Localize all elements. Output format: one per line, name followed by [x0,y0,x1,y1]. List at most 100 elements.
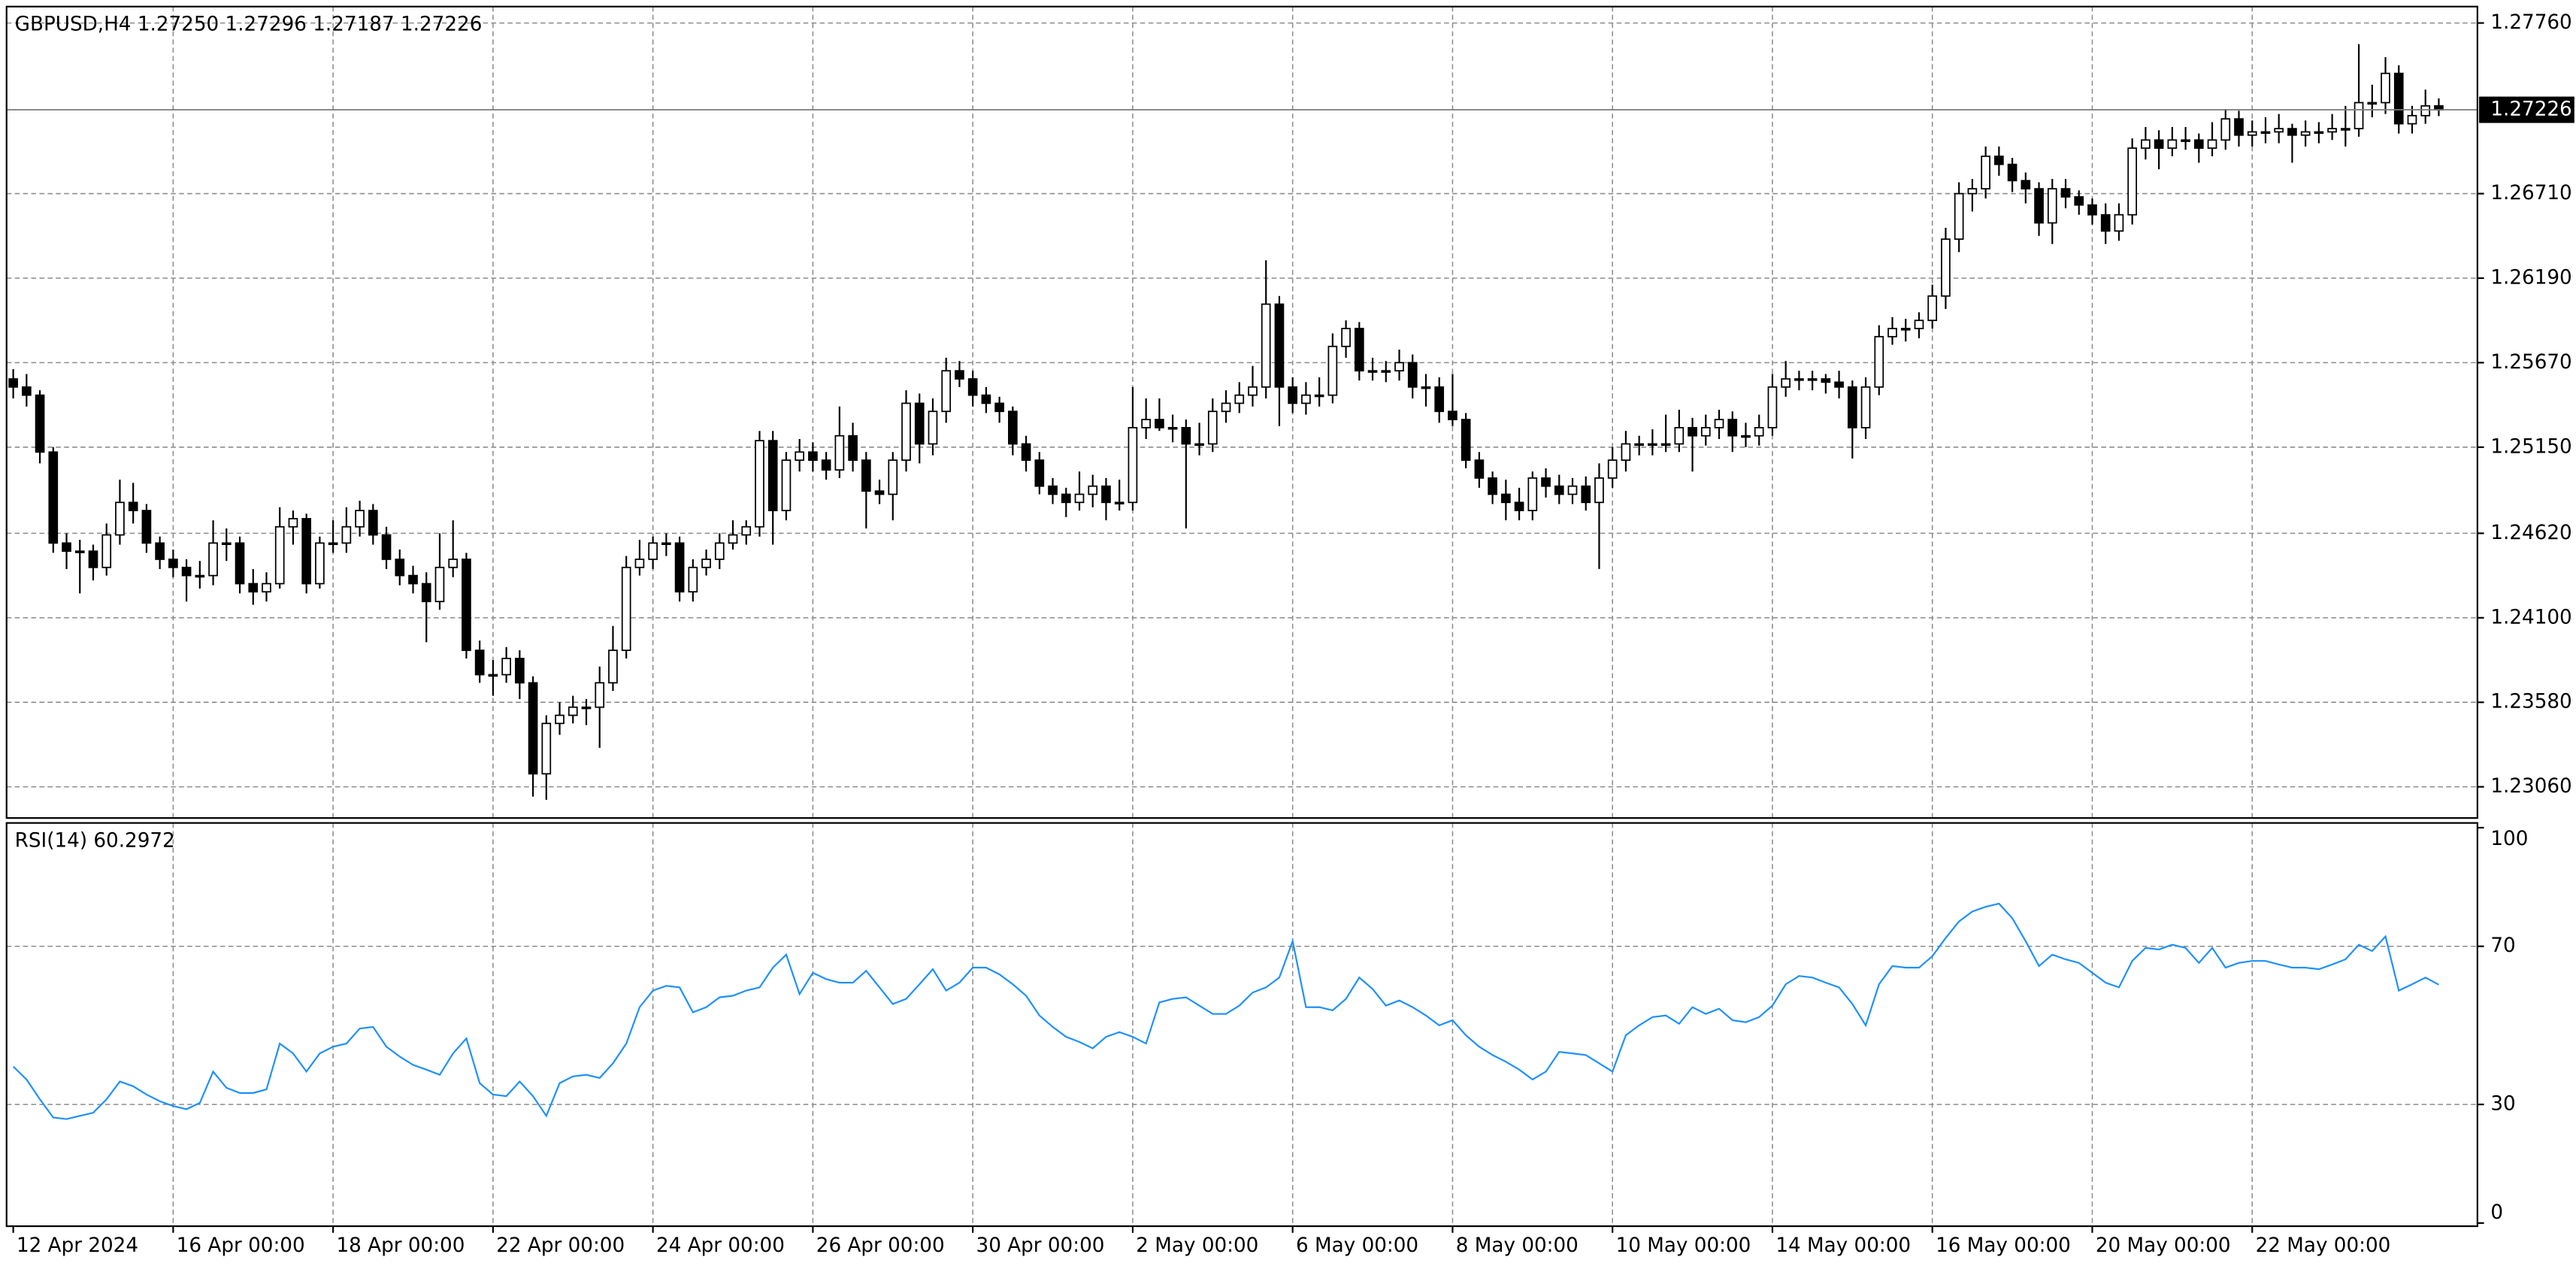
candle-body [208,542,218,577]
candle-body [1167,426,1178,430]
candle-body [928,410,938,445]
candle-body [101,534,112,568]
candle-body [981,394,991,404]
x-tick-label: 2 May 00:00 [1136,1234,1258,1257]
candle-body [1847,386,1857,429]
candle-body [262,583,271,593]
x-tick-label: 10 May 00:00 [1616,1234,1751,1257]
candle-body [1448,410,1458,420]
candle-body [674,542,685,593]
candle-body [1288,386,1298,404]
x-tick-label: 24 Apr 00:00 [656,1234,785,1257]
candle-body [2114,214,2124,232]
candle-body [901,402,911,461]
candle-body [408,574,418,585]
candle-body [395,559,405,577]
candle-body [541,722,552,775]
candle-body [288,518,298,528]
candle-body [1501,493,1511,504]
candle-body [1700,426,1711,437]
candle-body [141,510,152,544]
candle-body [8,378,18,388]
candle-body [701,559,711,568]
candle-body [2060,188,2071,198]
candle-body [528,682,538,775]
candle-body [555,714,565,725]
candle-body [1407,362,1418,388]
candle-body [1834,381,1844,388]
candle-body [608,650,618,684]
candle-body [1394,362,1404,372]
candle-body [315,542,325,585]
candle-body [2327,128,2337,133]
candle-body [2393,72,2404,125]
candle-body [434,566,445,603]
candle-body [1314,394,1324,398]
candle-body [688,566,698,593]
candle-body [1994,155,2004,165]
candle-body [1821,378,1831,383]
candle-body [474,650,485,676]
candle-body [2127,147,2137,216]
candle-body [2034,188,2044,224]
candle-body [661,542,671,545]
candle-body [21,386,32,396]
candle-body [1714,419,1724,429]
candle-body [1621,443,1631,461]
candle-body [1341,328,1351,347]
y-tick-label: 1.26710 [2490,182,2571,204]
candle-body [1741,435,1751,438]
y-tick-label: 1.24620 [2490,522,2571,544]
candle-body [1034,459,1045,487]
candle-body [1954,192,1964,240]
candle-body [328,542,338,545]
x-tick-label: 14 May 00:00 [1775,1234,1911,1257]
candle-body [2220,118,2231,141]
candle-body [1128,426,1138,504]
candle-body [2354,101,2364,129]
candle-body [1967,188,1978,195]
rsi-title: RSI(14) 60.2972 [15,829,175,852]
candle-body [714,542,725,560]
candle-body [421,583,431,603]
candle-body [781,459,792,511]
x-tick-label: 22 Apr 00:00 [496,1234,625,1257]
candle-body [1927,295,1938,322]
candle-body [1581,485,1591,504]
candle-body [848,435,858,461]
candle-body [1354,328,1364,372]
candle-body [1434,386,1445,413]
candle-body [1914,320,1924,329]
candle-body [2367,101,2378,105]
y-tick-label: 1.24100 [2490,606,2571,628]
candle-body [2420,104,2431,117]
candle-body [1941,238,1951,297]
candle-body [808,451,818,461]
candle-body [168,559,178,568]
candle-body [181,566,192,577]
x-tick-label: 16 May 00:00 [1936,1234,2071,1257]
candle-body [155,542,165,560]
candle-body [728,534,738,544]
candle-body [1634,443,1644,447]
candle-body [1474,459,1485,479]
candle-body [1274,303,1285,388]
candle-body [1141,419,1151,429]
candle-body [1421,386,1431,389]
x-tick-label: 22 May 00:00 [2256,1234,2391,1257]
candle-body [2234,118,2244,136]
candle-body [301,518,312,585]
candle-body [2167,139,2178,149]
candle-body [2181,139,2190,142]
candle-body [1088,485,1098,495]
candle-body [1381,370,1391,373]
candle-body [1660,443,1671,447]
candle-body [1648,443,1657,447]
candle-body [634,559,645,568]
candle-body [1261,303,1271,388]
candle-body [515,657,525,684]
candle-body [1727,419,1738,437]
candle-body [74,550,85,553]
candle-body [621,566,631,651]
